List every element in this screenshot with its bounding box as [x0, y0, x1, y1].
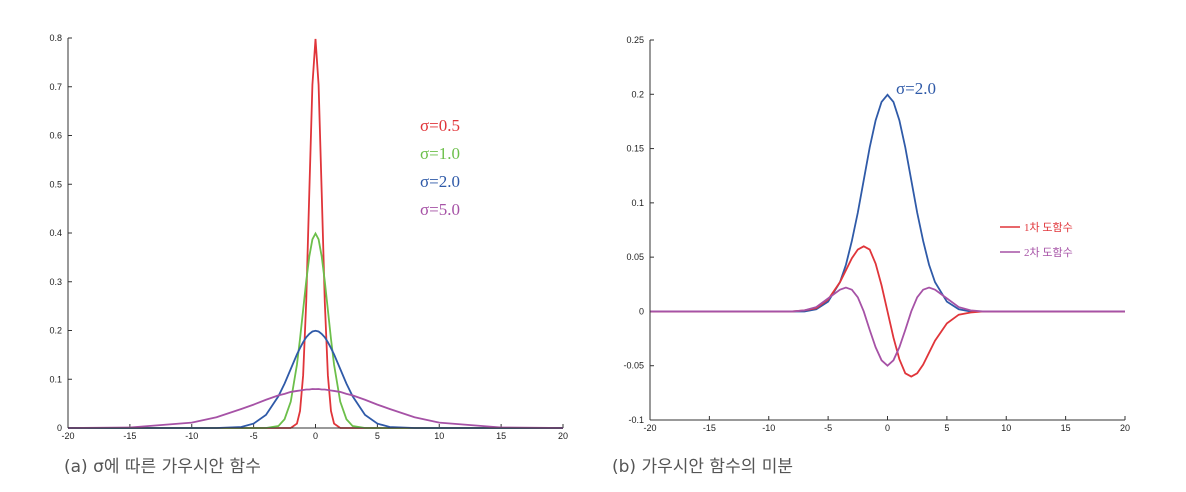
- y-tick-label: 0: [639, 306, 644, 316]
- y-tick-label: 0.3: [49, 277, 62, 287]
- y-tick-label: 0.1: [631, 198, 644, 208]
- x-tick-label: -10: [762, 423, 775, 433]
- x-tick-label: 20: [558, 431, 568, 441]
- legend-label: σ=2.0: [420, 172, 460, 191]
- x-tick-label: -20: [643, 423, 656, 433]
- caption: (a) σ에 따른 가우시안 함수: [64, 457, 261, 477]
- y-tick-label: 0.4: [49, 228, 62, 238]
- x-tick-label: 15: [496, 431, 506, 441]
- y-tick-label: 0.05: [626, 252, 644, 262]
- y-tick-label: 0.6: [49, 131, 62, 141]
- legend-label: σ=0.5: [420, 116, 460, 135]
- series-annotation: σ=2.0: [896, 79, 936, 98]
- x-tick-label: -5: [824, 423, 832, 433]
- x-tick-label: 5: [944, 423, 949, 433]
- y-tick-label: 0.2: [49, 326, 62, 336]
- y-tick-label: 0.2: [631, 89, 644, 99]
- x-tick-label: 0: [885, 423, 890, 433]
- line-series: [68, 329, 563, 429]
- legend-label: σ=5.0: [420, 200, 460, 219]
- y-tick-label: -0.1: [628, 415, 644, 425]
- caption: (b) 가우시안 함수의 미분: [612, 457, 793, 477]
- x-tick-label: -20: [61, 431, 74, 441]
- y-tick-label: 0.8: [49, 33, 62, 43]
- x-tick-label: 0: [313, 431, 318, 441]
- legend-label: σ=1.0: [420, 144, 460, 163]
- y-tick-label: 0.1: [49, 374, 62, 384]
- x-tick-label: -15: [123, 431, 136, 441]
- y-tick-label: 0.7: [49, 82, 62, 92]
- y-tick-label: 0.5: [49, 179, 62, 189]
- x-tick-label: -5: [250, 431, 258, 441]
- line-series: [650, 93, 1125, 313]
- x-tick-label: -10: [185, 431, 198, 441]
- x-tick-label: 15: [1061, 423, 1071, 433]
- legend-label: 2차 도함수: [1024, 246, 1073, 259]
- x-tick-label: -15: [703, 423, 716, 433]
- x-tick-label: 10: [1001, 423, 1011, 433]
- y-tick-label: 0: [57, 423, 62, 433]
- x-tick-label: 10: [434, 431, 444, 441]
- y-tick-label: 0.25: [626, 35, 644, 45]
- line-series: [650, 286, 1125, 367]
- y-tick-label: -0.05: [623, 361, 644, 371]
- legend-label: 1차 도함수: [1024, 221, 1073, 234]
- line-series: [67, 388, 564, 429]
- y-tick-label: 0.15: [626, 144, 644, 154]
- x-tick-label: 5: [375, 431, 380, 441]
- x-tick-label: 20: [1120, 423, 1130, 433]
